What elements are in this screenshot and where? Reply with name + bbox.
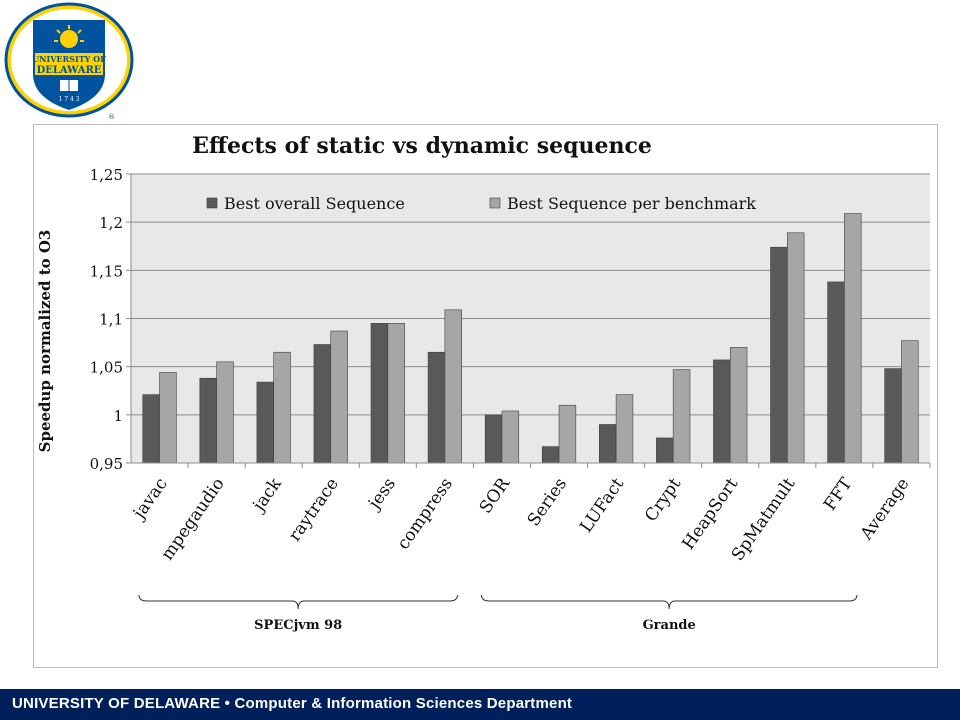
x-tick-label: Average [856, 474, 913, 544]
bar-chart: Effects of static vs dynamic sequence Sp… [36, 133, 931, 633]
legend-label: Best Sequence per benchmark [507, 194, 756, 213]
bar-per-benchmark [444, 309, 462, 464]
x-tick-label: compress [393, 474, 457, 553]
group-label: SPECjvm 98 [254, 618, 342, 633]
footer-bar: UNIVERSITY OF DELAWARE • Computer & Info… [0, 689, 960, 720]
bar-overall [599, 424, 617, 464]
bar-overall [370, 323, 389, 464]
bar-overall [827, 281, 845, 464]
x-tick-label: javac [128, 474, 171, 524]
legend-swatch [489, 197, 501, 209]
bar-overall [427, 351, 446, 464]
bar-per-benchmark [387, 323, 405, 464]
bar-overall [256, 381, 274, 464]
y-tick-label: 1 [113, 407, 123, 425]
bar-overall [313, 344, 332, 464]
y-tick-label: 1,1 [99, 311, 123, 329]
bar-per-benchmark [273, 351, 291, 464]
university-seal-icon: UNIVERSITY OF DELAWARE 1 7 4 3 ® [4, 2, 134, 121]
x-tick-label: HeapSort [678, 474, 742, 553]
svg-text:DELAWARE: DELAWARE [37, 65, 102, 76]
bar-overall [199, 377, 217, 464]
svg-text:®: ® [108, 113, 115, 121]
group-bracket [480, 594, 858, 610]
legend-swatch [206, 197, 218, 209]
x-tick-label: raytrace [285, 474, 343, 545]
svg-text:1 7 4 3: 1 7 4 3 [59, 96, 80, 103]
bar-per-benchmark [844, 213, 862, 464]
bar-per-benchmark [501, 410, 520, 464]
bar-per-benchmark [729, 347, 748, 464]
x-tick-label: LUFact [576, 474, 628, 536]
bar-overall [713, 359, 731, 464]
bar-overall [656, 437, 674, 464]
bar-overall [484, 414, 503, 464]
group-bracket [138, 594, 458, 610]
university-logo: UNIVERSITY OF DELAWARE 1 7 4 3 ® [2, 2, 140, 122]
x-tick-label: jack [248, 474, 286, 517]
bar-overall [142, 394, 160, 464]
group-label: Grande [643, 618, 696, 633]
footer-text: UNIVERSITY OF DELAWARE • Computer & Info… [12, 695, 573, 712]
x-tick-label: Series [524, 474, 571, 530]
x-tick-label: Crypt [641, 474, 685, 525]
bar-per-benchmark [159, 372, 177, 464]
x-tick-label: SOR [476, 473, 515, 517]
x-tick-label: jess [364, 474, 400, 514]
bar-per-benchmark [787, 232, 805, 464]
y-tick-label: 1,15 [90, 262, 123, 280]
chart-frame: Effects of static vs dynamic sequence Sp… [33, 124, 938, 668]
bar-overall [770, 246, 788, 464]
x-tick-label: FFT [820, 474, 857, 515]
bar-per-benchmark [672, 369, 691, 464]
svg-text:UNIVERSITY OF: UNIVERSITY OF [32, 54, 106, 64]
bar-overall [541, 446, 560, 464]
bar-overall [884, 368, 902, 464]
y-tick-label: 0,95 [90, 455, 123, 473]
y-tick-label: 1,2 [99, 214, 123, 232]
bar-per-benchmark [558, 404, 577, 464]
y-tick-label: 1,05 [90, 359, 123, 377]
legend-label: Best overall Sequence [224, 194, 405, 213]
y-tick-label: 1,25 [90, 166, 123, 184]
bar-per-benchmark [216, 361, 234, 464]
bar-per-benchmark [901, 340, 919, 464]
bar-per-benchmark [615, 394, 634, 464]
bar-per-benchmark [330, 330, 348, 464]
y-axis-label: Speedup normalized to O3 [36, 230, 54, 453]
chart-title: Effects of static vs dynamic sequence [192, 133, 652, 159]
